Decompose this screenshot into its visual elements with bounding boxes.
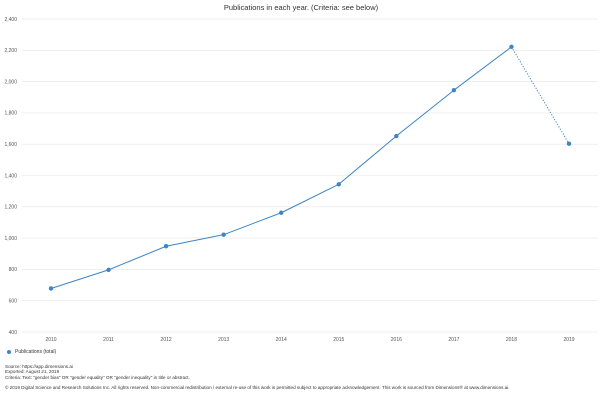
x-tick-label: 2017 [448,337,459,343]
y-tick-label: 1,800 [4,111,17,117]
legend: Publications (total) [7,349,56,355]
y-tick-label: 2,400 [4,17,17,23]
y-tick-label: 600 [9,299,18,305]
data-point-2015[interactable] [336,182,341,187]
x-tick-label: 2010 [45,337,56,343]
series-line-segment-partial-year [511,46,570,144]
legend-marker [7,350,11,354]
y-tick-label: 400 [9,330,18,336]
x-tick-label: 2012 [161,337,172,343]
series-line-segment [453,46,512,91]
data-point-2019[interactable] [566,141,572,146]
criteria-note: Criteria: Text: "gender bias" OR "gender… [5,374,190,380]
series-line-segment [108,245,167,271]
x-tick-label: 2013 [218,337,229,343]
y-tick-label: 1,000 [4,236,17,242]
legend-label: Publications (total) [15,349,57,355]
data-point-2010[interactable] [48,286,54,291]
chart-title: Publications in each year. (Criteria: se… [223,3,379,12]
source-note: Source: https://app.dimensions.ai [5,364,73,369]
data-point-2018[interactable] [509,44,514,50]
y-tick-label: 2,200 [4,48,17,54]
data-point-2014[interactable] [279,210,284,215]
copyright-notice: © 2019 Digital Science and Research Solu… [5,385,510,390]
x-tick-label: 2015 [333,337,344,343]
data-point-2016[interactable] [394,133,399,139]
data-point-2017[interactable] [451,88,457,93]
series-line-segment [223,212,282,236]
y-tick-label: 800 [9,267,18,273]
series-line-segment [338,135,397,185]
y-tick-label: 1,400 [4,173,17,179]
data-point-2012[interactable] [163,244,169,249]
y-tick-label: 1,200 [4,205,17,211]
y-tick-label: 1,600 [4,142,17,148]
series-line-segment [281,183,339,214]
series-line-segment [166,234,224,247]
x-tick-label: 2019 [563,337,574,343]
chart-notes: Source: https://app.dimensions.ai Export… [5,364,190,380]
data-point-2013[interactable] [221,232,226,237]
series-line-segment [396,89,455,137]
y-tick-label: 2,000 [4,79,17,85]
x-tick-label: 2016 [391,337,402,343]
series-line-segment [50,269,109,289]
x-tick-label: 2018 [506,337,517,343]
x-tick-label: 2014 [276,337,287,343]
exported-note: Exported: August 21, 2019 [5,369,60,375]
x-tick-label: 2011 [103,337,114,343]
data-point-2011[interactable] [106,267,111,273]
